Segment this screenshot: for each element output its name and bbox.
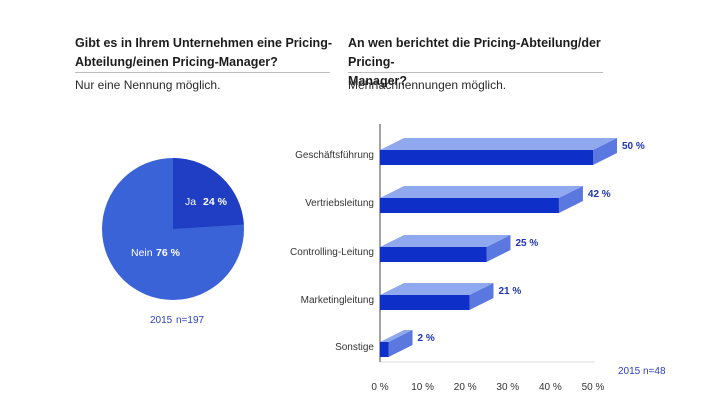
- x-tick-label-2: 20 %: [454, 382, 477, 393]
- bar-1: [380, 198, 559, 213]
- pie-value-ja: 24 %: [203, 196, 228, 208]
- left-note: Nur eine Nennung möglich.: [75, 78, 221, 92]
- bar-top-2: [380, 235, 511, 247]
- left-title-line1: Gibt es in Ihrem Unternehmen eine Pricin…: [75, 36, 332, 50]
- bar-0: [380, 150, 593, 165]
- bar-top-4: [380, 330, 413, 342]
- bar-category-label-4: Sonstige: [335, 342, 374, 353]
- bar-meta-n: n=48: [643, 366, 666, 377]
- bar-top-0: [380, 138, 617, 150]
- bar-side-4: [388, 330, 413, 357]
- right-note: Mehrfachnennungen möglich.: [348, 78, 507, 92]
- right-title-line2: Manager?: [348, 74, 408, 88]
- bar-value-label-3: 21 %: [498, 286, 521, 297]
- pie-label-nein: Nein: [131, 247, 153, 259]
- right-title-line1: An wen berichtet die Pricing-Abteilung/d…: [348, 36, 601, 69]
- bar-chart: Geschäftsführung 50 % Vertriebsleitung 42 %…: [290, 124, 645, 393]
- pie-meta-n: n=197: [176, 315, 205, 326]
- x-tick-label-4: 40 %: [539, 382, 562, 393]
- bar-side-1: [558, 186, 583, 213]
- x-tick-label-3: 30 %: [496, 382, 519, 393]
- x-tick-label-5: 50 %: [582, 382, 605, 393]
- bar-side-2: [486, 235, 511, 262]
- bar-2: [380, 247, 487, 262]
- left-title-line2: Abteilung/einen Pricing-Manager?: [75, 55, 278, 69]
- pie-meta-year: 2015: [150, 315, 173, 326]
- bar-side-3: [469, 283, 494, 310]
- bar-top-1: [380, 186, 583, 198]
- x-tick-label-0: 0 %: [371, 382, 388, 393]
- bar-category-label-3: Marketingleitung: [301, 295, 374, 306]
- bar-value-label-4: 2 %: [418, 333, 435, 344]
- bar-category-label-1: Vertriebsleitung: [305, 198, 374, 209]
- bar-value-label-2: 25 %: [516, 238, 539, 249]
- bar-value-label-1: 42 %: [588, 189, 611, 200]
- pie-label-ja: Ja: [185, 196, 196, 208]
- bar-4: [380, 342, 389, 357]
- x-tick-label-1: 10 %: [411, 382, 434, 393]
- left-question-title: Gibt es in Ihrem Unternehmen eine Pricin…: [75, 34, 335, 72]
- pie-slice-ja: [173, 158, 244, 229]
- right-divider: [348, 72, 603, 73]
- bar-category-label-2: Controlling-Leitung: [290, 247, 374, 258]
- bar-value-label-0: 50 %: [622, 141, 645, 152]
- bar-category-label-0: Geschäftsführung: [295, 150, 374, 161]
- pie-chart: Ja 24 % Nein 76 %: [102, 158, 244, 300]
- bar-meta-year: 2015: [618, 366, 641, 377]
- right-question-title: An wen berichtet die Pricing-Abteilung/d…: [348, 34, 638, 91]
- bar-3: [380, 295, 470, 310]
- bar-top-3: [380, 283, 494, 295]
- left-divider: [75, 72, 330, 73]
- pie-value-nein: 76 %: [156, 247, 181, 259]
- bar-side-0: [593, 138, 617, 165]
